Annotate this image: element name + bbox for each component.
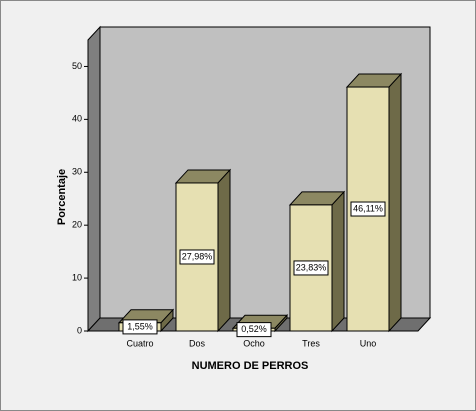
value-label-box bbox=[236, 322, 272, 338]
y-tick-label: 40 bbox=[72, 114, 82, 124]
value-label-box bbox=[179, 249, 215, 265]
y-tick-label: 20 bbox=[72, 220, 82, 230]
value-label-box bbox=[122, 319, 158, 335]
y-tick-label: 0 bbox=[77, 325, 82, 335]
x-axis-title: NUMERO DE PERROS bbox=[192, 360, 309, 372]
value-label: 46,11% bbox=[353, 203, 383, 213]
value-label-box bbox=[350, 201, 386, 217]
bar-side bbox=[331, 190, 345, 333]
side-wall bbox=[87, 25, 101, 333]
plot-area: 0 10 20 30 40 50 1,55% Cuatro 27,98% Dos 0,52% Ocho… bbox=[72, 25, 432, 348]
value-label-box bbox=[293, 260, 329, 276]
x-tick-label: Dos bbox=[189, 338, 206, 348]
x-tick-label: Tres bbox=[302, 338, 320, 348]
value-label: 1,55% bbox=[127, 321, 153, 331]
bar-side bbox=[217, 168, 231, 333]
bar-side bbox=[388, 72, 402, 333]
y-tick-label: 50 bbox=[72, 61, 82, 71]
x-tick-label: Uno bbox=[360, 338, 377, 348]
y-tick-label: 10 bbox=[72, 272, 82, 282]
value-label: 27,98% bbox=[182, 251, 213, 261]
x-tick-label: Cuatro bbox=[126, 338, 153, 348]
value-label: 0,52% bbox=[241, 324, 267, 334]
value-label: 23,83% bbox=[296, 262, 327, 272]
y-axis-title: Porcentaje bbox=[56, 169, 68, 225]
y-tick-label: 30 bbox=[72, 167, 82, 177]
x-tick-label: Ocho bbox=[243, 338, 265, 348]
